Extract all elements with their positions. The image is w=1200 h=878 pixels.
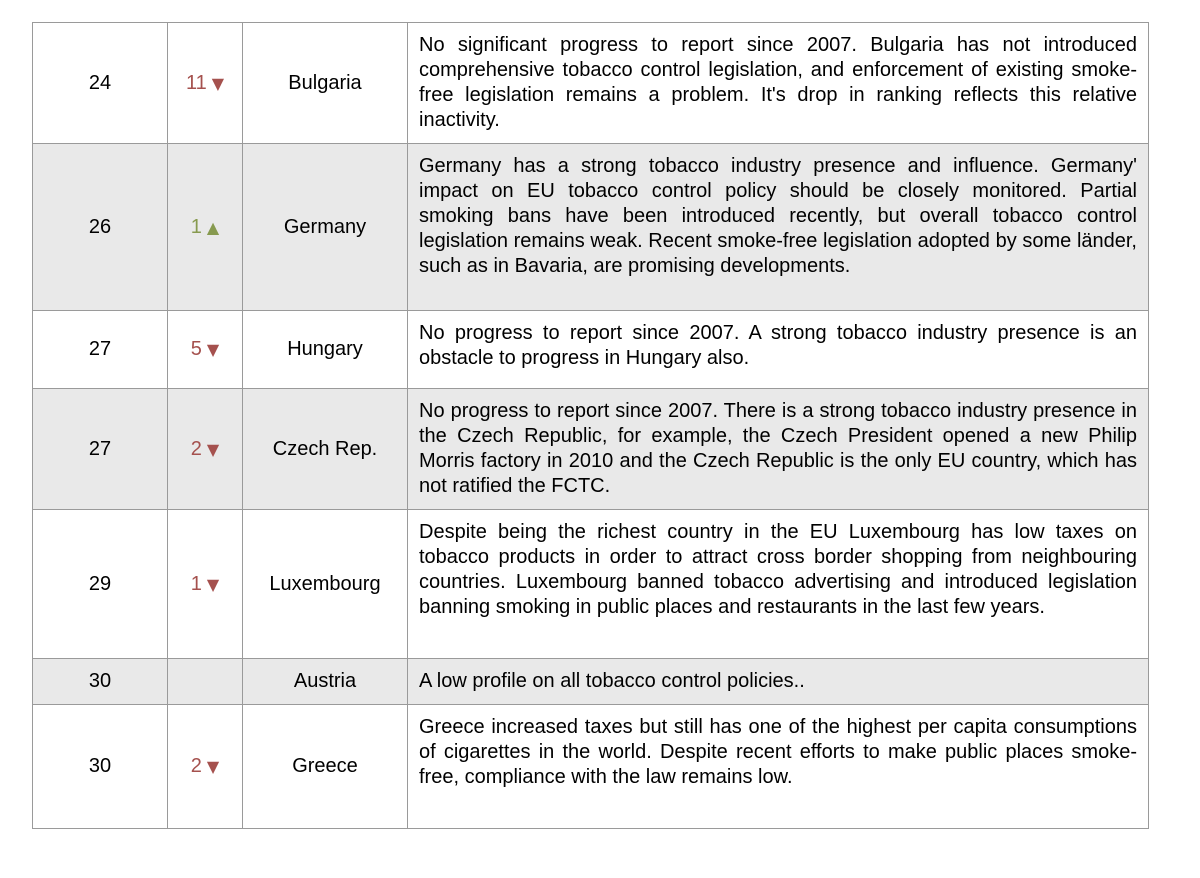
rank-change-value: 2	[190, 755, 202, 777]
rank-cell: 26	[32, 143, 168, 311]
rank-cell: 27	[32, 310, 168, 389]
description-cell: No progress to report since 2007. A stro…	[407, 310, 1149, 389]
country-cell: Greece	[242, 704, 408, 829]
rank-change-cell: 1 ▼	[167, 509, 243, 659]
down-arrow-icon: ▼	[206, 439, 220, 459]
rank-change-cell: 1 ▲	[167, 143, 243, 311]
description-cell: No progress to report since 2007. There …	[407, 388, 1149, 510]
country-cell: Bulgaria	[242, 22, 408, 144]
rank-change-cell: 11 ▼	[167, 22, 243, 144]
description-cell: Despite being the richest country in the…	[407, 509, 1149, 659]
rank-change-value: 2	[190, 437, 202, 460]
country-cell: Czech Rep.	[242, 388, 408, 510]
rank-change-cell: 2 ▼	[167, 704, 243, 829]
up-arrow-icon: ▲	[206, 217, 220, 237]
tobacco-control-ranking-table: 24 11 ▼ Bulgaria No significant progress …	[32, 22, 1149, 829]
rank-cell: 30	[32, 704, 168, 829]
table-row: 27 2 ▼ Czech Rep. No progress to report s…	[32, 388, 1149, 510]
table-row: 30 Austria A low profile on all tobacco …	[32, 658, 1149, 705]
rank-change-cell: 2 ▼	[167, 388, 243, 510]
rank-change-cell: 5 ▼	[167, 310, 243, 389]
rank-change-value: 5	[190, 338, 202, 360]
rank-change-value: 11	[185, 71, 207, 94]
description-cell: Greece increased taxes but still has one…	[407, 704, 1149, 829]
rank-cell: 30	[32, 658, 168, 705]
country-cell: Austria	[242, 658, 408, 705]
rank-change-value: 1	[190, 572, 202, 595]
down-arrow-icon: ▼	[206, 757, 220, 776]
table-row: 30 2 ▼ Greece Greece increased taxes but …	[32, 704, 1149, 829]
country-cell: Luxembourg	[242, 509, 408, 659]
down-arrow-icon: ▼	[211, 73, 225, 93]
down-arrow-icon: ▼	[206, 574, 220, 594]
description-cell: Germany has a strong tobacco industry pr…	[407, 143, 1149, 311]
rank-change-value: 1	[190, 215, 202, 238]
rank-cell: 29	[32, 509, 168, 659]
ranking-table-container: 24 11 ▼ Bulgaria No significant progress …	[32, 22, 1149, 829]
rank-change-cell-empty	[167, 658, 243, 705]
table-row: 29 1 ▼ Luxembourg Despite being the riche…	[32, 509, 1149, 659]
description-cell: No significant progress to report since …	[407, 22, 1149, 144]
country-cell: Hungary	[242, 310, 408, 389]
table-row: 26 1 ▲ Germany Germany has a strong tobac…	[32, 143, 1149, 311]
rank-cell: 27	[32, 388, 168, 510]
country-cell: Germany	[242, 143, 408, 311]
description-cell: A low profile on all tobacco control pol…	[407, 658, 1149, 705]
table-row: 27 5 ▼ Hungary No progress to report sinc…	[32, 310, 1149, 389]
table-row: 24 11 ▼ Bulgaria No significant progress …	[32, 22, 1149, 144]
rank-cell: 24	[32, 22, 168, 144]
down-arrow-icon: ▼	[206, 340, 220, 359]
